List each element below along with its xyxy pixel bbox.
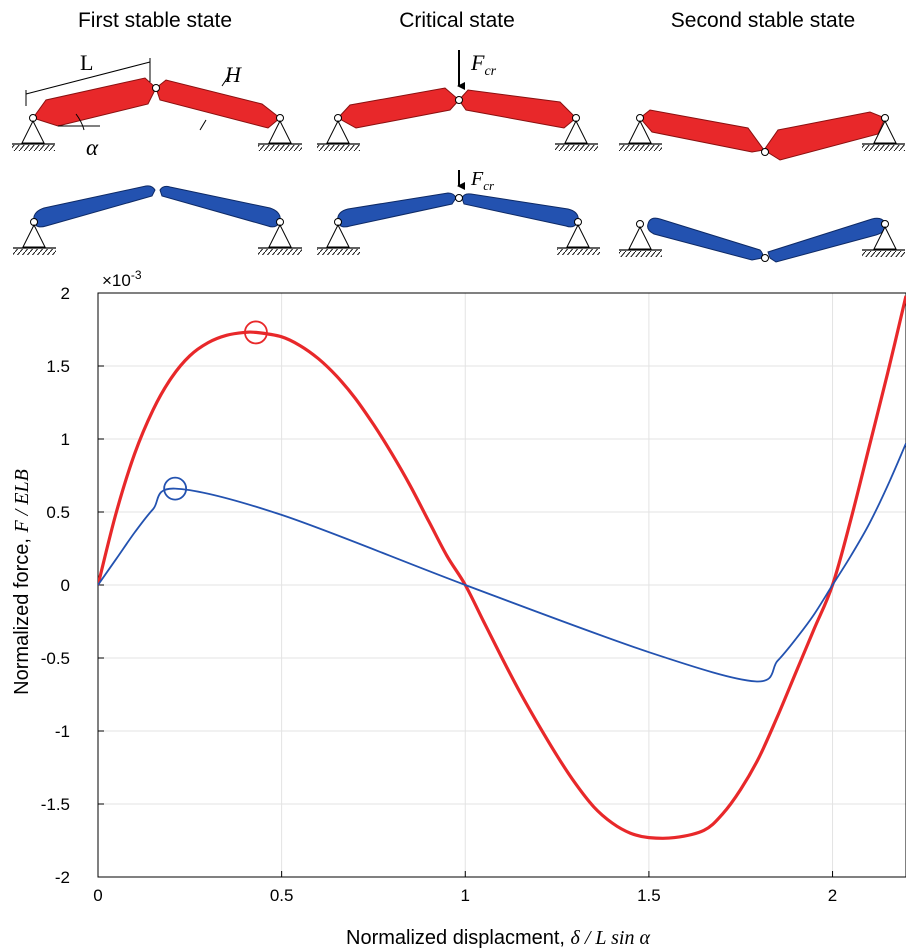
y-tick-label: -1	[55, 722, 70, 741]
red-beam-first-stable: L H α	[12, 50, 302, 160]
y-tick-label: -0.5	[41, 649, 70, 668]
y-tick-label: -1.5	[41, 795, 70, 814]
angle-marker: α	[58, 113, 100, 160]
axis-ticks: 0 0.5 1 1.5 2 -2 -1.5 -1 -0.5 0 0.5 1 1.5 2	[41, 284, 838, 905]
title-critical-state: Critical state	[399, 9, 515, 32]
y-tick-label: 1.5	[46, 357, 70, 376]
critical-force-label-small: Fcr	[470, 168, 495, 193]
y-axis-multiplier: ×10-3	[102, 268, 142, 290]
blue-critical-marker	[163, 476, 188, 501]
blue-beam-critical: Fcr	[317, 168, 600, 255]
x-tick-label: 1	[461, 886, 470, 905]
blue-beam-first-stable	[13, 185, 302, 255]
x-tick-label: 2	[828, 886, 837, 905]
red-beam-critical: Fcr	[317, 50, 598, 151]
y-tick-label: 0.5	[46, 503, 70, 522]
title-first-stable-state: First stable state	[78, 9, 232, 32]
length-dimension: L	[25, 50, 151, 106]
pin-support-right	[258, 114, 302, 151]
x-tick-label: 0	[93, 886, 102, 905]
y-tick-label: 1	[61, 430, 70, 449]
force-displacement-chart: 0 0.5 1 1.5 2 -2 -1.5 -1 -0.5 0 0.5 1 1.5 2 ×10-3 Nor…	[11, 268, 906, 949]
x-tick-label: 1.5	[637, 886, 661, 905]
red-force-curve	[98, 295, 906, 840]
blue-beam-second-stable	[619, 217, 905, 263]
x-tick-label: 0.5	[270, 886, 294, 905]
y-tick-label: 2	[61, 284, 70, 303]
y-tick-label: 0	[61, 576, 70, 595]
y-axis-label: Normalized force, F / ELB	[11, 469, 33, 695]
angle-label: α	[86, 135, 99, 160]
red-beam-second-stable	[619, 109, 905, 161]
blue-force-curve	[98, 443, 906, 683]
x-axis-label: Normalized displacment, δ / L sin α	[346, 927, 650, 949]
length-label: L	[80, 50, 93, 75]
red-critical-marker	[244, 320, 268, 345]
thickness-dimension: H	[199, 62, 242, 131]
data-series	[98, 295, 906, 840]
thickness-label: H	[224, 62, 242, 87]
pin-support-left	[12, 114, 55, 151]
title-second-stable-state: Second stable state	[671, 9, 855, 32]
chart-grid	[97, 292, 906, 878]
critical-force-label-large: Fcr	[470, 50, 497, 79]
y-tick-label: -2	[55, 868, 70, 887]
critical-point-markers	[163, 320, 268, 501]
